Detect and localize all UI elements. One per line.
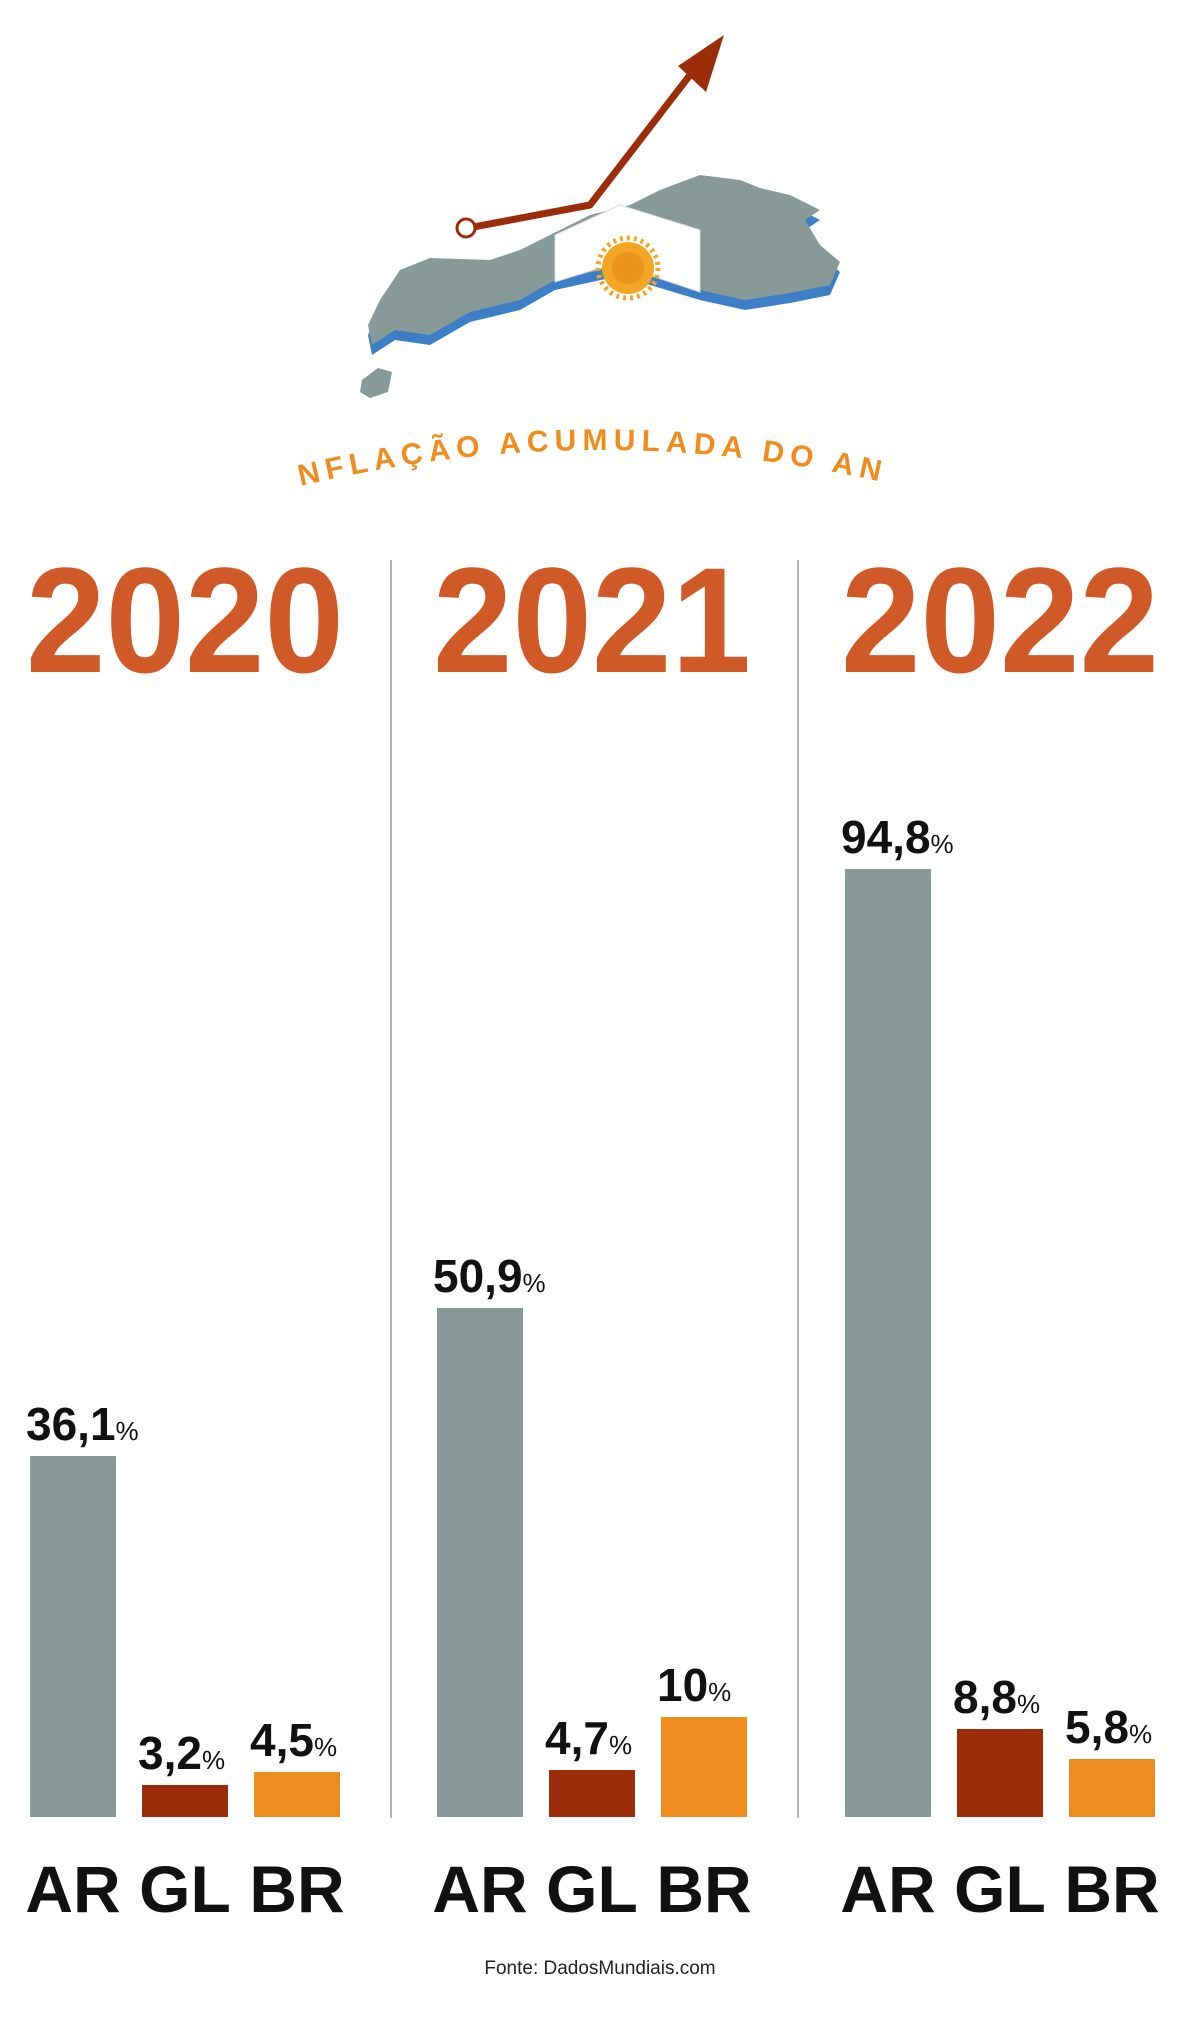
data-label-unit: % [609,1730,632,1760]
data-label-value: 3,2 [138,1727,202,1779]
tick-label: GL [139,1852,231,1926]
data-label: 8,8% [953,1671,1040,1723]
year-label: 2022 [841,536,1159,704]
bar-gl [957,1729,1043,1817]
bar-ar [30,1456,116,1817]
data-label-unit: % [116,1416,139,1446]
data-label-value: 5,8 [1065,1701,1129,1753]
data-label: 5,8% [1065,1701,1152,1753]
bar-br [1069,1759,1155,1817]
bar-br [661,1717,747,1817]
data-label: 10% [657,1659,731,1711]
data-label-value: 36,1 [26,1398,116,1450]
data-label: 3,2% [138,1727,225,1779]
year-group-2022: 2022 94,8% AR 8,8% GL 5,8% BR [840,536,1159,1926]
data-label-unit: % [931,829,954,859]
data-label-unit: % [1017,1689,1040,1719]
rising-arrow-icon [455,35,724,239]
source-note: Fonte: DadosMundiais.com [484,1958,716,1979]
tick-label: AR [432,1852,527,1926]
data-label-unit: % [708,1677,731,1707]
tick-label: BR [656,1852,751,1926]
bar-gl [142,1785,228,1817]
data-label-value: 50,9 [433,1250,523,1302]
data-label-value: 94,8 [841,811,931,863]
year-group-2021: 2021 50,9% AR 4,7% GL 10% BR [432,536,751,1926]
data-label: 4,7% [545,1712,632,1764]
sun-of-may-icon [595,235,661,301]
tick-label: AR [840,1852,935,1926]
data-label-unit: % [523,1268,546,1298]
data-label: 94,8% [841,811,954,863]
tick-label: BR [249,1852,344,1926]
data-label-value: 4,7 [545,1712,609,1764]
data-label: 4,5% [250,1714,337,1766]
data-label-unit: % [314,1732,337,1762]
data-label-value: 8,8 [953,1671,1017,1723]
bar-ar [845,869,931,1817]
year-group-2020: 2020 36,1% AR 3,2% GL 4,5% BR [25,536,344,1926]
data-label-unit: % [202,1745,225,1775]
data-label-value: 4,5 [250,1714,314,1766]
year-label: 2021 [433,536,751,704]
group-dividers [390,560,799,1818]
tick-label: GL [954,1852,1046,1926]
tick-label: GL [546,1852,638,1926]
tick-label: BR [1064,1852,1159,1926]
header-illustration: INFLAÇÃO ACUMULADA DO ANO [0,0,884,493]
year-label: 2020 [26,536,344,704]
data-label: 36,1% [26,1398,139,1450]
bar-ar [437,1308,523,1817]
data-label-unit: % [1129,1719,1152,1749]
data-label: 50,9% [433,1250,546,1302]
bar-br [254,1772,340,1817]
tick-label: AR [25,1852,120,1926]
chart-groups: 2020 36,1% AR 3,2% GL 4,5% BR 2021 50,9% AR 4,7% GL… [25,536,1159,1926]
bar-gl [549,1770,635,1817]
data-label-value: 10 [657,1659,708,1711]
